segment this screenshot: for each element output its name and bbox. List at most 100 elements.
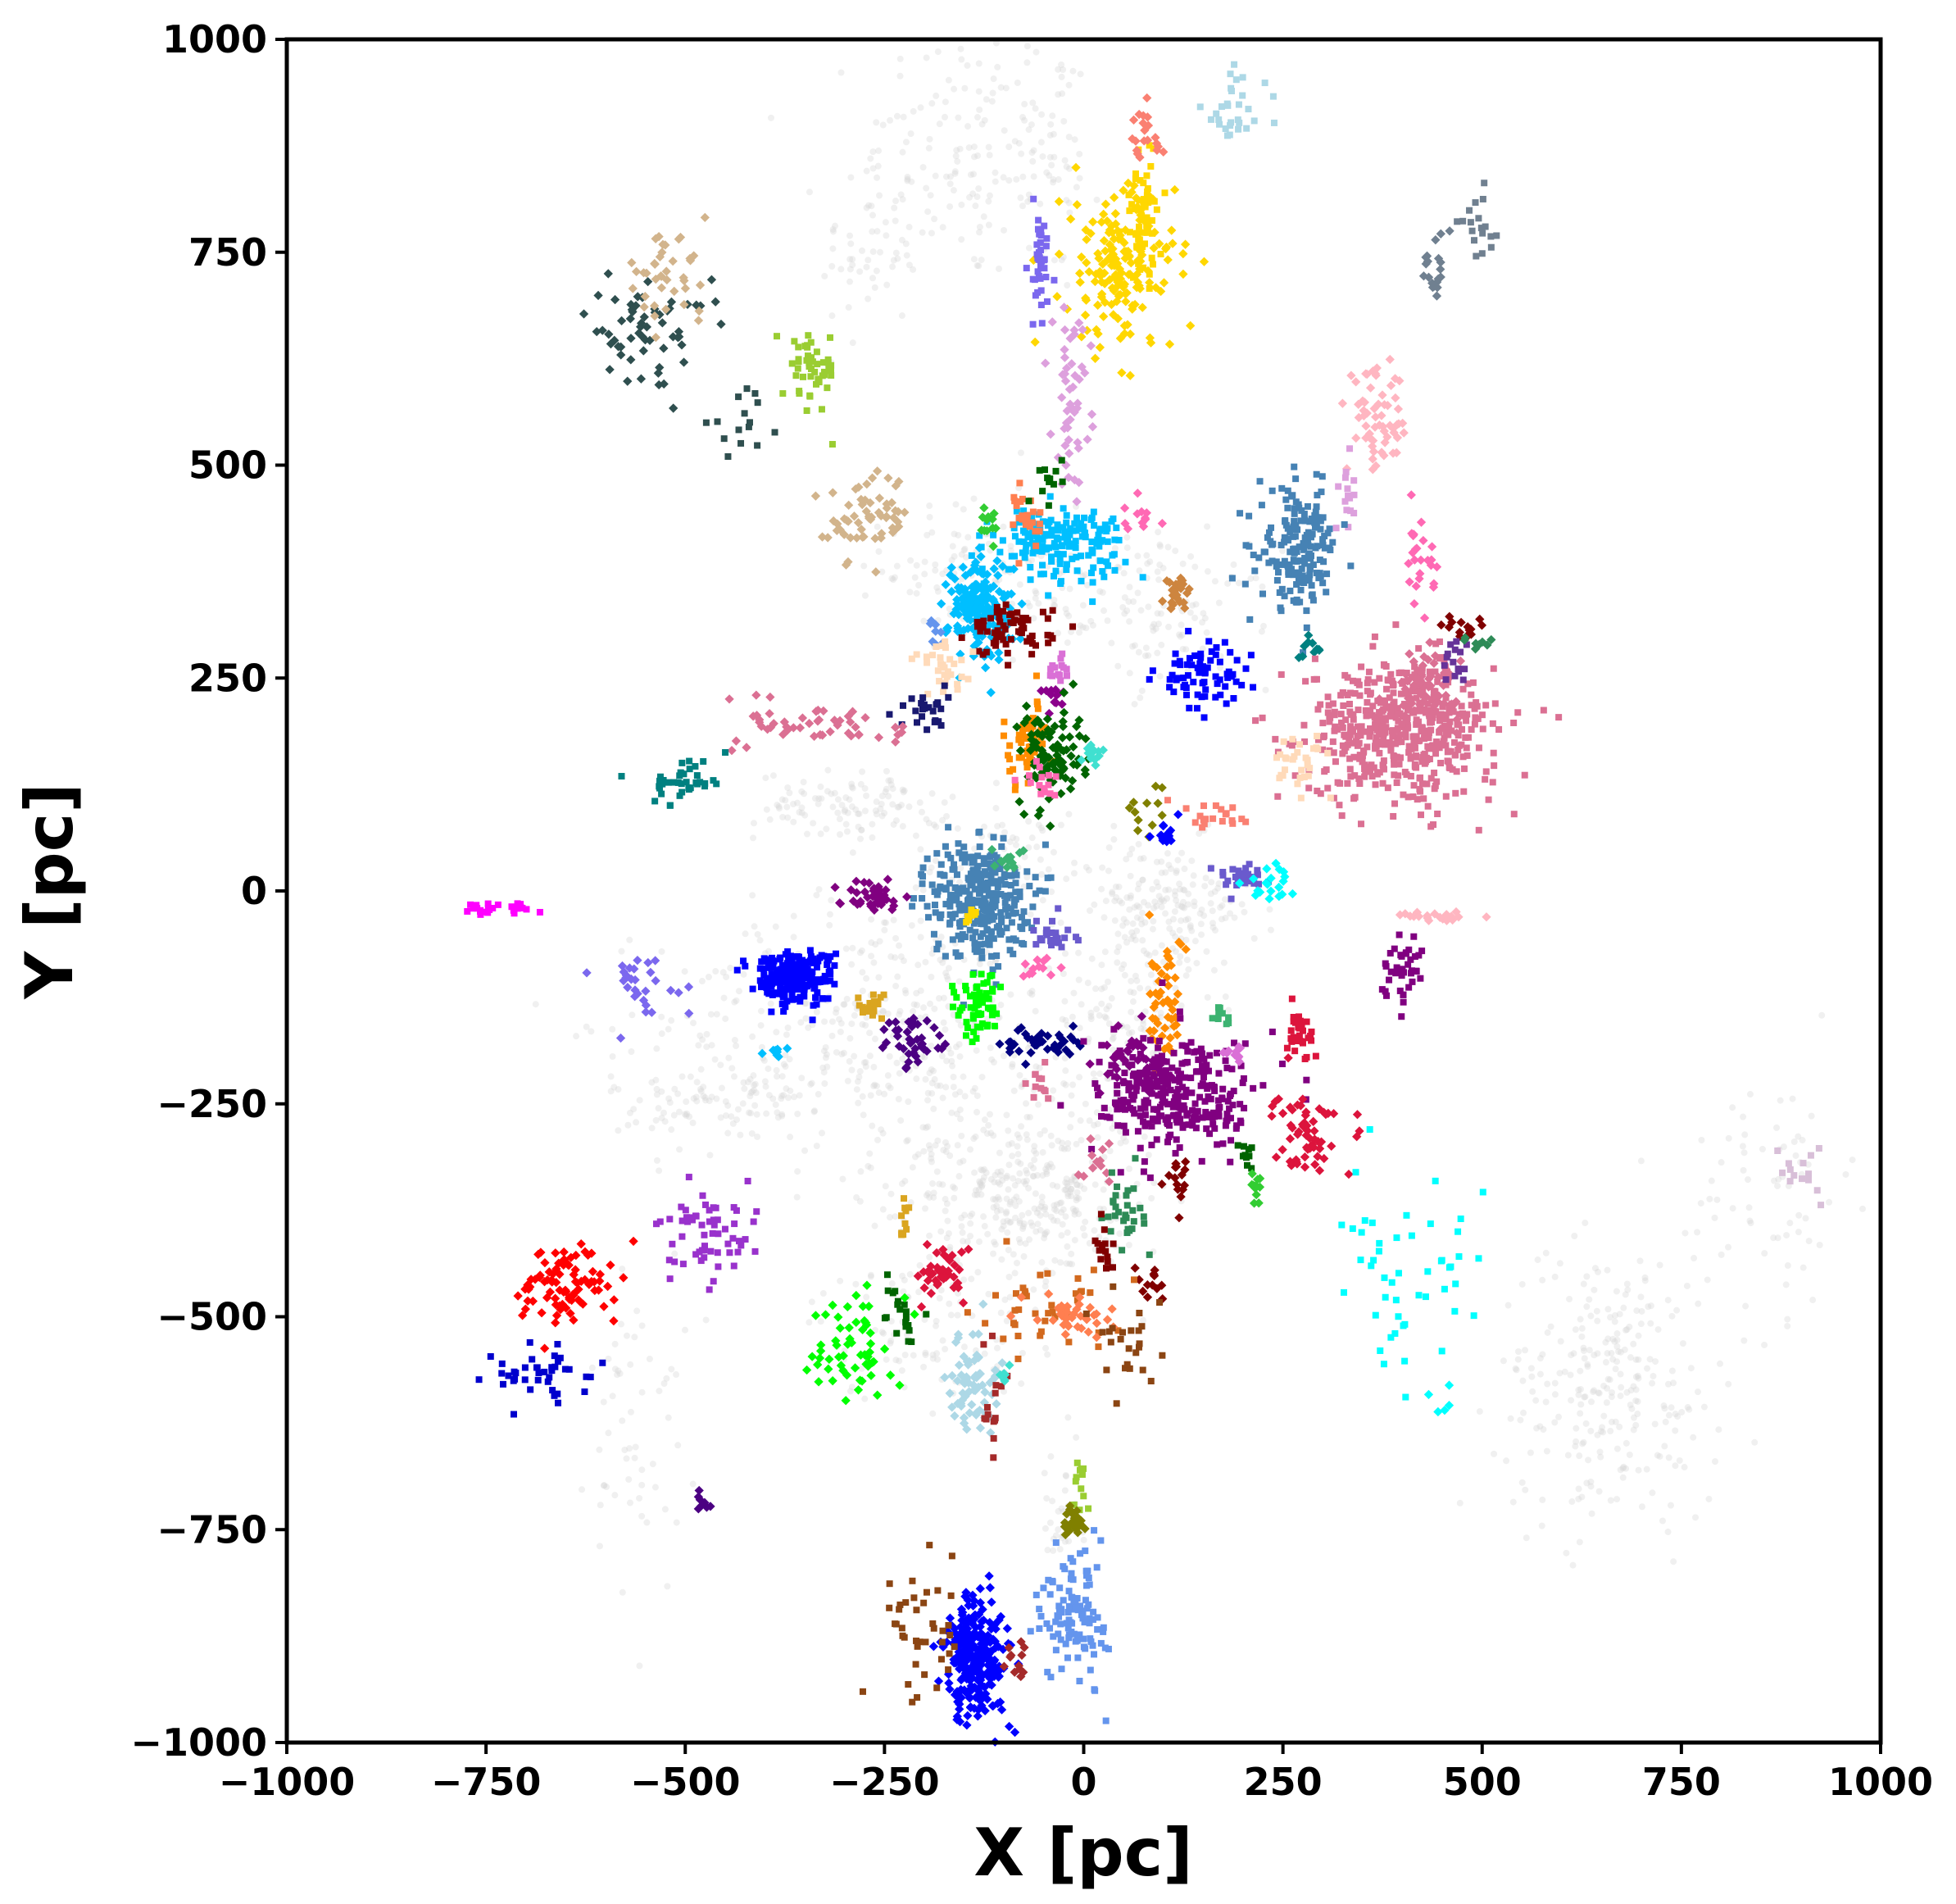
background-point (958, 1223, 965, 1230)
cluster-point (1088, 569, 1096, 576)
cluster-point (1036, 763, 1043, 770)
background-point (1111, 545, 1119, 552)
background-point (828, 897, 835, 904)
background-point (1131, 701, 1138, 708)
cluster-point (1071, 162, 1081, 173)
cluster-point (1180, 239, 1191, 249)
background-point (1127, 892, 1134, 899)
background-point (1105, 1020, 1113, 1028)
cluster-point (1063, 672, 1070, 679)
background-point (981, 116, 988, 124)
background-point (700, 1084, 707, 1091)
background-point (1100, 1186, 1107, 1193)
background-point (1052, 1532, 1060, 1539)
cluster-point (983, 628, 991, 635)
cluster-point (1284, 487, 1291, 494)
background-point (1527, 1449, 1534, 1456)
background-point (898, 802, 905, 809)
background-point (1120, 1134, 1128, 1142)
background-point (1063, 875, 1070, 883)
background-point (999, 821, 1006, 829)
background-point (646, 1356, 653, 1363)
cluster-point (1101, 573, 1108, 580)
cluster-point (1475, 744, 1482, 752)
background-point (933, 584, 941, 591)
background-point (1101, 948, 1109, 956)
background-point (1155, 893, 1163, 900)
background-point (1077, 70, 1084, 78)
background-point (1003, 1174, 1010, 1181)
background-point (1649, 1489, 1656, 1497)
background-point (1678, 1408, 1686, 1416)
background-point (989, 89, 996, 97)
cluster-point (1346, 708, 1354, 716)
cluster-point (860, 712, 870, 723)
background-points (532, 39, 1866, 1670)
background-point (820, 1047, 828, 1055)
cluster-point (1141, 798, 1152, 808)
cluster-point (1049, 662, 1056, 670)
background-point (1166, 925, 1173, 932)
cluster-point (1329, 738, 1337, 745)
background-point (1092, 985, 1100, 993)
cluster-point (651, 797, 659, 805)
background-point (1014, 80, 1021, 87)
cluster-point (1011, 776, 1019, 784)
cluster-point (945, 693, 952, 701)
background-point (774, 1073, 781, 1080)
background-point (791, 1093, 798, 1101)
background-point (1077, 1182, 1084, 1189)
cluster-point (1468, 227, 1476, 234)
background-point (1106, 1147, 1114, 1155)
background-point (1022, 1180, 1029, 1188)
background-point (713, 1011, 720, 1018)
background-point (1577, 1401, 1585, 1408)
background-point (1010, 1196, 1018, 1203)
cluster-point (1005, 661, 1012, 669)
background-point (958, 1132, 965, 1139)
background-point (1031, 1205, 1038, 1212)
background-point (790, 934, 797, 941)
background-point (1035, 821, 1042, 829)
background-point (951, 1091, 959, 1098)
background-point (1036, 1064, 1043, 1071)
background-point (931, 1005, 938, 1012)
background-point (1017, 194, 1024, 202)
background-point (949, 543, 956, 550)
cluster-point (1164, 797, 1172, 804)
background-point (733, 997, 740, 1004)
cluster-point (1128, 201, 1136, 208)
background-point (855, 1099, 862, 1107)
background-point (874, 523, 881, 530)
background-point (900, 1288, 907, 1295)
cluster-point (804, 718, 815, 729)
background-point (972, 1133, 979, 1140)
background-point (978, 1183, 986, 1190)
cluster-point (806, 359, 813, 366)
background-point (1042, 1283, 1049, 1290)
cluster-point (1149, 667, 1156, 675)
background-point (828, 262, 836, 270)
background-point (1046, 172, 1053, 179)
background-point (1063, 163, 1070, 170)
background-point (1002, 84, 1010, 92)
background-point (929, 1352, 937, 1359)
background-point (1143, 552, 1150, 559)
background-point (1017, 1160, 1024, 1167)
cluster-point (1217, 691, 1224, 698)
background-point (836, 831, 843, 838)
background-point (977, 1179, 984, 1187)
background-point (908, 922, 915, 929)
background-point (1048, 161, 1055, 169)
cluster-point (1078, 577, 1085, 584)
background-point (846, 278, 854, 285)
background-point (1519, 1377, 1527, 1384)
background-point (1587, 1427, 1595, 1434)
cluster-point (765, 708, 774, 719)
background-point (923, 54, 930, 61)
background-point (1123, 534, 1131, 541)
background-point (1573, 1438, 1580, 1445)
cluster-point (593, 290, 603, 301)
cluster-point (1291, 549, 1298, 557)
background-point (1051, 1256, 1059, 1264)
